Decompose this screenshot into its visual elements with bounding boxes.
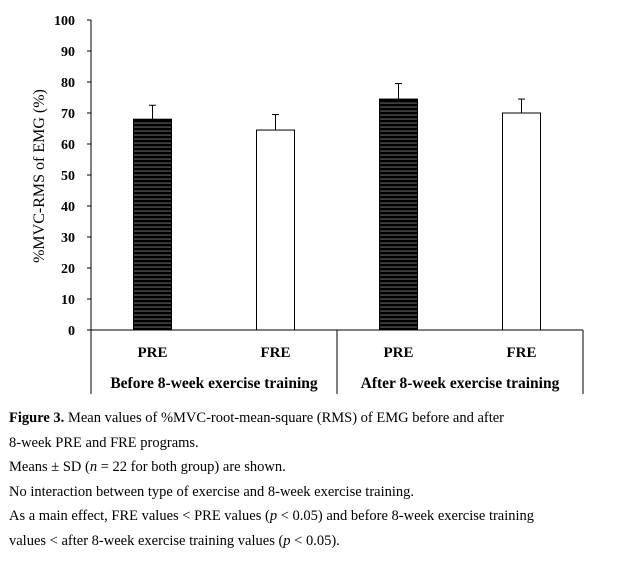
caption-p-symbol: p xyxy=(269,508,278,525)
y-axis-label: %MVC-RMS of EMG (%) xyxy=(31,89,48,263)
caption-line-5: As a main effect, FRE values < PRE value… xyxy=(9,504,614,529)
x-group-label-0: Before 8-week exercise training xyxy=(110,375,318,392)
caption-line-1-text: Mean values of %MVC-root-mean-square (RM… xyxy=(64,410,505,426)
caption-n-symbol: n xyxy=(89,459,98,476)
caption-line-6: values < after 8-week exercise training … xyxy=(9,529,614,554)
bar-3 xyxy=(502,112,541,331)
caption-p-symbol-2: p xyxy=(283,532,291,549)
x-axis-categories: PRE FRE PRE FRE xyxy=(138,345,537,361)
caption-line-5-a: As a main effect, FRE values < PRE value… xyxy=(9,508,270,525)
bar-chart: %MVC-RMS of EMG (%) 0 10 20 30 40 50 60 70 80 90 1… xyxy=(31,14,584,394)
error-bars xyxy=(149,83,525,131)
x-category-label-2: PRE xyxy=(384,345,414,361)
caption-line-1: Figure 3. Mean values of %MVC-root-mean-… xyxy=(9,406,614,431)
x-category-label-0: PRE xyxy=(138,345,168,361)
y-tick-label-0: 0 xyxy=(68,324,75,339)
x-group-label-1: After 8-week exercise training xyxy=(361,375,560,392)
caption-line-5-b: < 0.05) and before 8-week exercise train… xyxy=(277,508,535,525)
caption-line-2: 8-week PRE and FRE programs. xyxy=(9,434,199,451)
caption-line-6-a: values < after 8-week exercise training … xyxy=(9,532,284,549)
bar-1 xyxy=(256,129,295,331)
y-tick-label-2: 20 xyxy=(61,262,75,277)
figure-label: Figure 3. xyxy=(9,410,65,426)
bar-0 xyxy=(133,118,172,331)
y-tick-label-8: 80 xyxy=(61,76,75,91)
y-tick-label-3: 30 xyxy=(61,231,75,246)
x-axis-groups: Before 8-week exercise training After 8-w… xyxy=(110,375,559,392)
caption-line-3: Means ± SD (n = 22 for both group) are s… xyxy=(9,455,614,480)
y-tick-label-10: 100 xyxy=(54,14,75,29)
figure-caption: Figure 3. Mean values of %MVC-root-mean-… xyxy=(9,406,614,554)
y-tick-label-9: 90 xyxy=(61,45,75,60)
bar-2 xyxy=(379,98,418,331)
caption-line-3-a: Means ± SD ( xyxy=(9,459,90,476)
y-tick-label-5: 50 xyxy=(61,169,75,184)
caption-line-3-b: = 22 for both group) are shown. xyxy=(97,459,286,476)
axes xyxy=(90,20,584,394)
x-category-label-1: FRE xyxy=(261,345,291,361)
bars xyxy=(133,98,541,331)
y-tick-label-4: 40 xyxy=(61,200,75,215)
caption-line-6-b: < 0.05). xyxy=(290,532,340,549)
x-category-label-3: FRE xyxy=(507,345,537,361)
y-axis-ticks: 0 10 20 30 40 50 60 70 80 90 100 xyxy=(54,14,91,339)
y-tick-label-1: 10 xyxy=(61,293,75,308)
y-tick-label-7: 70 xyxy=(61,107,75,122)
y-tick-label-6: 60 xyxy=(61,138,75,153)
caption-line-4: No interaction between type of exercise … xyxy=(9,483,415,500)
